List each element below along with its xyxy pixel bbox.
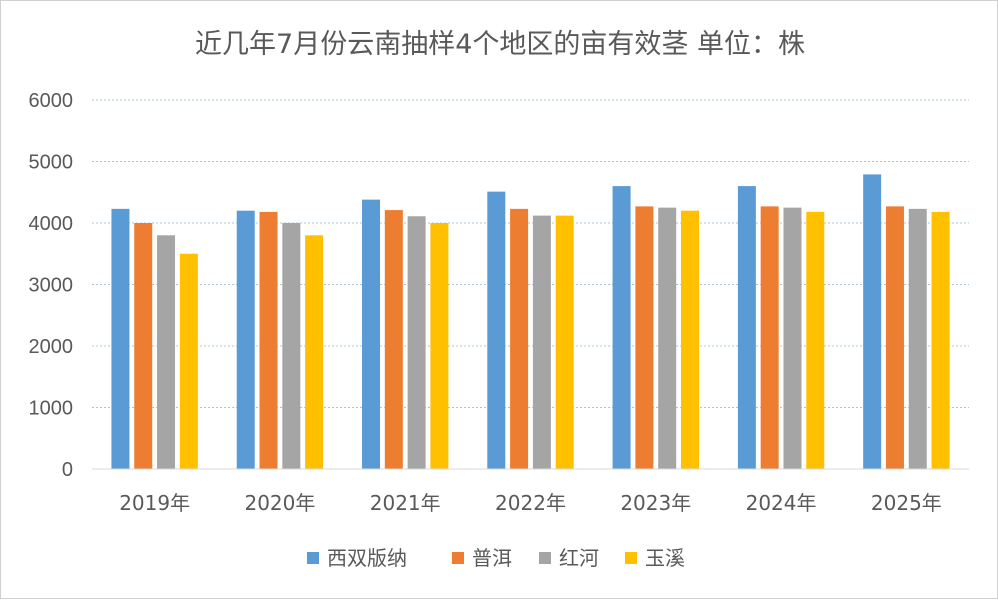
x-tick-label: 2019年 bbox=[119, 491, 190, 515]
legend-item: 普洱 bbox=[452, 546, 512, 570]
y-tick-label: 3000 bbox=[29, 275, 74, 297]
y-tick-label: 4000 bbox=[29, 213, 74, 235]
bar bbox=[362, 199, 381, 469]
bar bbox=[179, 253, 198, 469]
x-tick-label: 2022年 bbox=[495, 491, 566, 515]
bar bbox=[908, 208, 927, 470]
bar bbox=[259, 211, 278, 469]
x-tick-label: 2025年 bbox=[871, 491, 942, 515]
bars bbox=[111, 174, 950, 470]
y-tick-label: 6000 bbox=[29, 90, 74, 112]
x-axis-labels: 2019年 2020年 2021年 2022年 2023年 2024年 2025年 bbox=[119, 491, 942, 515]
legend-label: 西双版纳 bbox=[327, 546, 407, 570]
bar bbox=[236, 210, 255, 469]
bar bbox=[760, 206, 779, 469]
legend-swatch bbox=[539, 552, 551, 564]
y-axis-ticks: 0 1000 2000 3000 4000 5000 6000 bbox=[29, 90, 74, 481]
chart-title: 近几年7月份云南抽样4个地区的亩有效茎 单位：株 bbox=[195, 29, 805, 60]
bar bbox=[510, 208, 529, 470]
bar bbox=[407, 216, 426, 469]
x-tick-label: 2023年 bbox=[620, 491, 691, 515]
y-tick-label: 1000 bbox=[29, 398, 74, 420]
bar bbox=[384, 210, 403, 469]
bar bbox=[737, 186, 756, 469]
bar bbox=[111, 208, 130, 470]
bar bbox=[430, 223, 449, 469]
bar bbox=[806, 211, 825, 469]
bar bbox=[157, 235, 176, 469]
bar bbox=[885, 206, 904, 469]
bar bbox=[635, 206, 654, 469]
bar bbox=[555, 215, 574, 469]
bar bbox=[134, 223, 153, 469]
legend-item: 西双版纳 bbox=[307, 546, 407, 570]
legend-label: 红河 bbox=[559, 546, 599, 570]
bar bbox=[931, 211, 950, 469]
bar bbox=[863, 174, 882, 470]
bar bbox=[680, 210, 699, 469]
y-tick-label: 0 bbox=[62, 459, 73, 481]
legend-label: 玉溪 bbox=[645, 546, 685, 570]
legend-swatch bbox=[307, 552, 319, 564]
legend-item: 红河 bbox=[539, 546, 599, 570]
bar bbox=[532, 215, 551, 469]
bar bbox=[282, 223, 301, 469]
legend: 西双版纳 普洱 红河 玉溪 bbox=[307, 546, 685, 570]
legend-swatch bbox=[625, 552, 637, 564]
bar bbox=[658, 207, 677, 469]
legend-swatch bbox=[452, 552, 464, 564]
x-tick-label: 2020年 bbox=[244, 491, 315, 515]
x-tick-label: 2021年 bbox=[370, 491, 441, 515]
bar bbox=[783, 207, 802, 469]
bar bbox=[487, 191, 506, 469]
legend-item: 玉溪 bbox=[625, 546, 685, 570]
y-tick-label: 5000 bbox=[29, 152, 74, 174]
bar bbox=[612, 186, 631, 469]
y-tick-label: 2000 bbox=[29, 336, 74, 358]
bar bbox=[305, 235, 324, 469]
x-tick-label: 2024年 bbox=[746, 491, 817, 515]
gridlines bbox=[92, 99, 969, 408]
legend-label: 普洱 bbox=[472, 546, 512, 570]
